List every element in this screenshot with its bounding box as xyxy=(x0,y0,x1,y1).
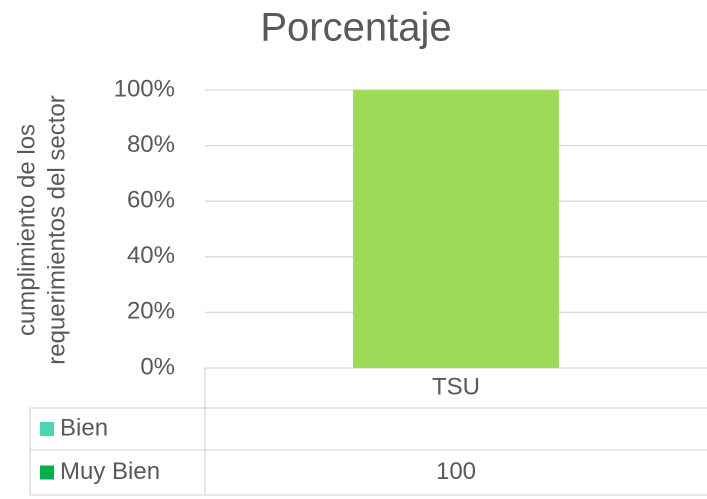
x-tick-label: TSU xyxy=(432,373,480,400)
y-tick-label: 40% xyxy=(127,242,175,269)
chart-title: Porcentaje xyxy=(260,6,451,50)
legend-label: Muy Bien xyxy=(60,458,160,485)
legend-key xyxy=(40,422,54,436)
y-tick-label: 60% xyxy=(127,187,175,214)
y-tick-label: 20% xyxy=(127,298,175,325)
y-tick-label: 80% xyxy=(127,131,175,158)
y-tick-label: 0% xyxy=(140,353,175,380)
legend-label: Bien xyxy=(60,414,108,441)
legend-key xyxy=(40,465,54,480)
bar xyxy=(353,90,559,368)
y-tick-label: 100% xyxy=(114,75,175,102)
table-value: 100 xyxy=(436,458,476,485)
y-axis-label: requerimientos del sector xyxy=(43,95,70,364)
y-axis-label: cumplimiento de los xyxy=(13,124,40,336)
